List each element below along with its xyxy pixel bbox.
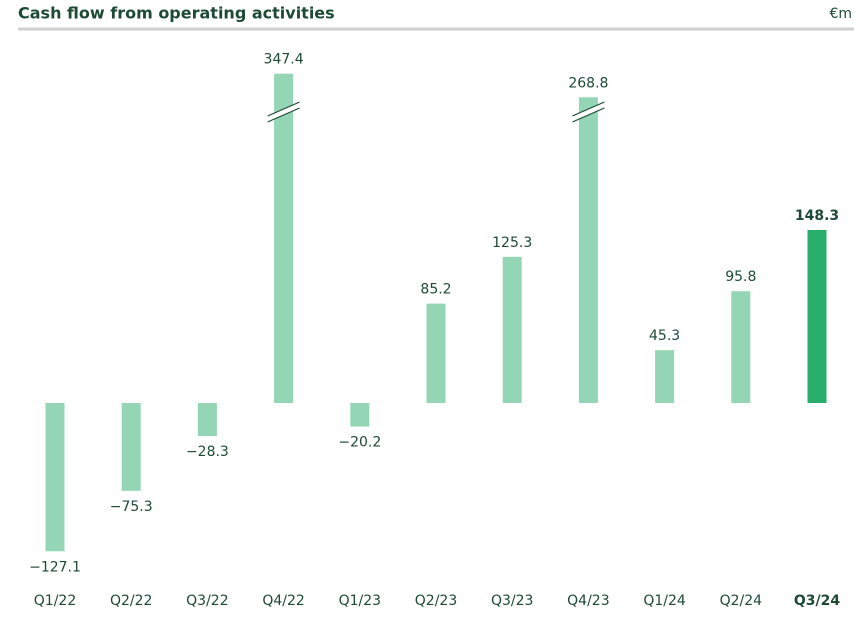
bar bbox=[45, 403, 65, 552]
bar bbox=[807, 229, 827, 403]
bar bbox=[274, 73, 294, 404]
value-label: 347.4 bbox=[264, 52, 304, 68]
value-label: 125.3 bbox=[492, 235, 532, 251]
x-tick-label: Q3/24 bbox=[794, 593, 840, 609]
x-tick-label: Q3/23 bbox=[491, 593, 533, 609]
axis-break-line bbox=[572, 107, 605, 123]
bar bbox=[655, 350, 675, 403]
value-label: 268.8 bbox=[568, 75, 608, 91]
chart-title: Cash flow from operating activities bbox=[18, 4, 335, 23]
value-label: 148.3 bbox=[795, 208, 839, 224]
unit-label: €m bbox=[829, 6, 852, 22]
value-label: 95.8 bbox=[725, 269, 756, 285]
x-tick-label: Q2/22 bbox=[110, 593, 152, 609]
value-label: −127.1 bbox=[29, 559, 81, 575]
axis-break bbox=[572, 102, 605, 122]
bar bbox=[350, 403, 370, 427]
bar bbox=[578, 97, 598, 403]
value-label: −75.3 bbox=[110, 499, 153, 515]
bar bbox=[426, 303, 446, 403]
axis-break bbox=[267, 102, 300, 122]
x-tick-label: Q1/22 bbox=[34, 593, 76, 609]
axis-break-line bbox=[572, 101, 605, 117]
x-tick-label: Q4/23 bbox=[567, 593, 609, 609]
value-label: 45.3 bbox=[649, 328, 680, 344]
x-tick-label: Q1/24 bbox=[643, 593, 686, 609]
axis-break-line bbox=[267, 101, 300, 117]
x-tick-label: Q3/22 bbox=[186, 593, 228, 609]
value-label: −20.2 bbox=[338, 435, 381, 451]
bar bbox=[121, 403, 141, 491]
x-tick-label: Q2/24 bbox=[720, 593, 763, 609]
bar bbox=[197, 403, 217, 437]
x-tick-label: Q2/23 bbox=[415, 593, 457, 609]
axis-break-line bbox=[267, 107, 300, 123]
x-tick-label: Q1/23 bbox=[339, 593, 381, 609]
value-label: −28.3 bbox=[186, 444, 229, 460]
bar bbox=[731, 291, 751, 403]
x-tick-label: Q4/22 bbox=[262, 593, 304, 609]
bar bbox=[502, 256, 522, 403]
value-label: 85.2 bbox=[420, 282, 451, 298]
